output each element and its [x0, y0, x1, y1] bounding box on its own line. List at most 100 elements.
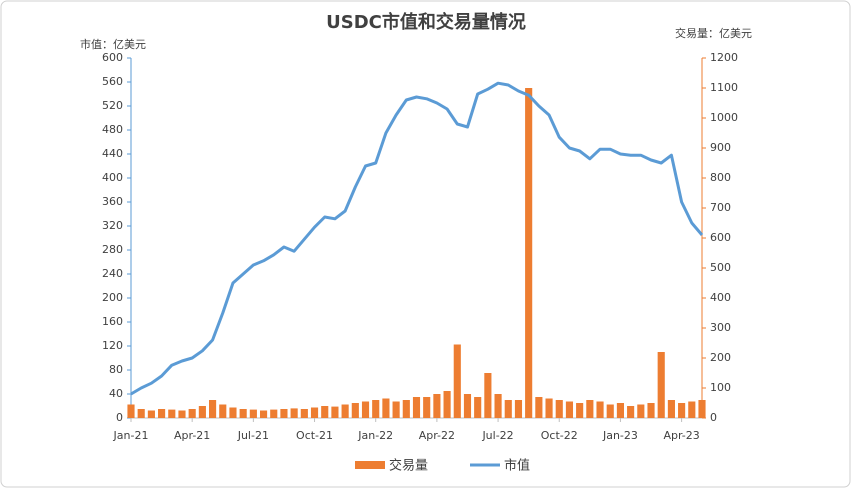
legend-swatch	[355, 461, 385, 469]
x-tick-label: Oct-21	[296, 429, 333, 442]
bar	[372, 400, 380, 418]
bar	[168, 409, 176, 418]
bar	[565, 401, 574, 418]
y2-tick-label: 200	[710, 351, 731, 364]
y-tick-label: 0	[116, 411, 123, 424]
bar	[453, 344, 461, 418]
bar	[535, 397, 543, 418]
y-tick-label: 520	[102, 99, 123, 112]
bar	[239, 409, 247, 418]
y2-tick-label: 1000	[710, 111, 738, 124]
x-tick-label: Apr-21	[174, 429, 210, 442]
x-tick-label: Apr-23	[663, 429, 699, 442]
bar	[188, 409, 196, 418]
bar	[688, 401, 696, 418]
x-tick-label: Oct-22	[541, 429, 578, 442]
bar	[647, 403, 655, 418]
y2-tick-label: 0	[710, 411, 717, 424]
bar	[423, 397, 431, 418]
x-tick-label: Apr-22	[419, 429, 455, 442]
bar	[443, 391, 451, 418]
y2-tick-label: 400	[710, 291, 731, 304]
bar	[667, 400, 675, 418]
y-tick-label: 280	[102, 243, 123, 256]
y-tick-label: 400	[102, 171, 123, 184]
bar	[596, 401, 604, 418]
bar	[280, 409, 288, 418]
y2-tick-label: 700	[710, 201, 731, 214]
y-tick-label: 560	[102, 75, 123, 88]
y-tick-label: 200	[102, 291, 123, 304]
chart-title: USDC市值和交易量情况	[326, 11, 526, 33]
bar	[321, 406, 329, 418]
y-axis-title: 市值：亿美元	[80, 37, 146, 51]
bar	[586, 400, 594, 418]
bar	[351, 403, 359, 418]
y-tick-label: 360	[102, 195, 123, 208]
bar	[198, 406, 206, 418]
x-tick-label: Jul-21	[237, 429, 269, 442]
y2-axis-title: 交易量：亿美元	[675, 26, 752, 40]
bar	[606, 404, 614, 418]
bar	[678, 403, 686, 418]
bar	[249, 409, 257, 418]
bar	[147, 410, 155, 418]
y-tick-label: 160	[102, 315, 123, 328]
bar	[698, 400, 706, 418]
y2-tick-label: 1100	[710, 81, 738, 94]
y2-tick-label: 500	[710, 261, 731, 274]
y2-tick-label: 1200	[710, 51, 738, 64]
bar	[229, 407, 237, 418]
bar	[259, 410, 268, 418]
y-tick-label: 40	[109, 387, 123, 400]
bar	[300, 409, 308, 418]
bar	[209, 400, 217, 418]
bar	[484, 373, 492, 418]
bar	[525, 88, 533, 418]
bar	[433, 394, 441, 418]
y-tick-label: 440	[102, 147, 123, 160]
bar	[392, 401, 400, 418]
y2-tick-label: 900	[710, 141, 731, 154]
y-tick-label: 600	[102, 51, 123, 64]
x-tick-label: Jul-22	[481, 429, 513, 442]
bar	[341, 404, 349, 418]
bar	[331, 406, 339, 418]
y2-tick-label: 100	[710, 381, 731, 394]
bar	[178, 410, 186, 418]
y-tick-label: 480	[102, 123, 123, 136]
bar	[310, 407, 319, 418]
bar	[637, 404, 645, 418]
bar	[382, 398, 390, 418]
x-tick-label: Jan-23	[602, 429, 638, 442]
bar	[402, 400, 410, 418]
bar	[463, 394, 472, 418]
bar	[290, 408, 298, 418]
bar	[657, 352, 665, 418]
bar	[158, 409, 166, 418]
y-tick-label: 120	[102, 339, 123, 352]
bar	[270, 409, 278, 418]
bar	[545, 398, 553, 418]
bar	[219, 404, 227, 418]
y-tick-label: 240	[102, 267, 123, 280]
bar	[555, 400, 563, 418]
x-tick-label: Jan-22	[357, 429, 393, 442]
bar	[504, 400, 512, 418]
bar	[514, 400, 523, 418]
legend-label: 市值	[504, 458, 530, 474]
bar	[361, 401, 370, 418]
bar	[137, 409, 145, 418]
bar	[127, 404, 135, 418]
bar	[576, 403, 584, 418]
y-tick-label: 80	[109, 363, 123, 376]
bar	[412, 397, 421, 418]
y2-tick-label: 600	[710, 231, 731, 244]
y2-tick-label: 800	[710, 171, 731, 184]
y2-tick-label: 300	[710, 321, 731, 334]
line	[130, 81, 704, 396]
bar	[494, 394, 502, 418]
x-tick-label: Jan-21	[113, 429, 149, 442]
